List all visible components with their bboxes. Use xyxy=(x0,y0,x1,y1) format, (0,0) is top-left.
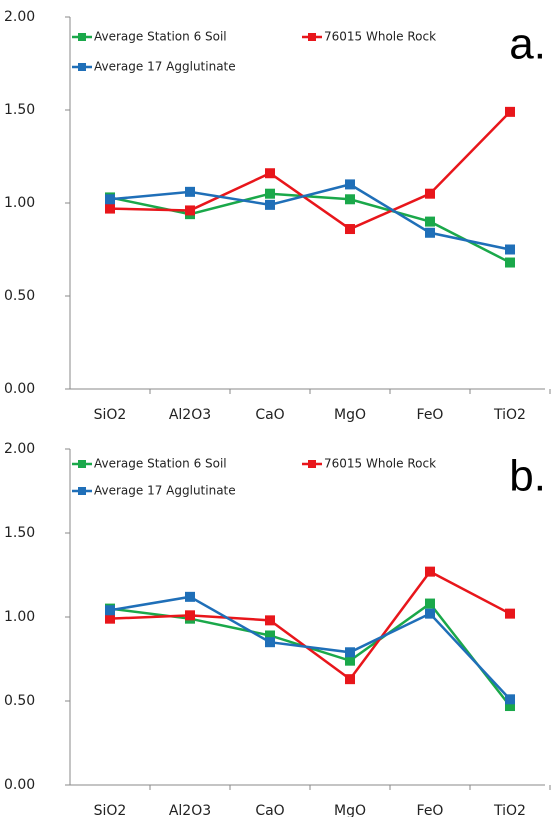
x-tick-label: MgO xyxy=(334,407,366,423)
legend-swatch xyxy=(78,63,86,71)
point xyxy=(185,591,195,602)
point xyxy=(345,224,355,235)
x-tick-label: SiO2 xyxy=(94,407,127,423)
legend-label: Average Station 6 Soil xyxy=(94,457,227,471)
x-tick-label: CaO xyxy=(255,407,284,423)
x-tick-label: TiO2 xyxy=(493,407,526,423)
point xyxy=(105,613,115,624)
point xyxy=(425,216,435,227)
point xyxy=(505,608,515,619)
point xyxy=(505,701,515,712)
point xyxy=(265,615,275,626)
y-tick-label: 0.00 xyxy=(4,777,35,793)
legend-label: 76015 Whole Rock xyxy=(324,30,436,44)
legend-swatch xyxy=(78,33,86,41)
x-tick-label: Al2O3 xyxy=(169,407,211,423)
legend-label: Average 17 Agglutinate xyxy=(94,60,236,74)
point xyxy=(265,637,275,648)
point xyxy=(425,598,435,609)
panel-label: b. xyxy=(509,452,546,501)
x-tick-label: TiO2 xyxy=(493,803,526,817)
point xyxy=(505,694,515,705)
point xyxy=(265,630,275,641)
legend-swatch xyxy=(308,33,316,41)
legend-swatch xyxy=(308,460,316,468)
point xyxy=(185,610,195,621)
legend-label: Average 17 Agglutinate xyxy=(94,484,236,498)
x-tick-label: CaO xyxy=(255,803,284,817)
point xyxy=(345,179,355,190)
point xyxy=(105,203,115,214)
x-tick-label: MgO xyxy=(334,803,366,817)
point xyxy=(185,186,195,197)
point xyxy=(265,168,275,179)
y-tick-label: 1.00 xyxy=(4,195,35,211)
legend-label: Average Station 6 Soil xyxy=(94,30,227,44)
point xyxy=(505,257,515,268)
series-line xyxy=(109,595,511,701)
y-tick-label: 0.00 xyxy=(4,381,35,397)
x-tick-label: FeO xyxy=(417,407,444,423)
series-line xyxy=(109,192,511,264)
y-tick-label: 2.00 xyxy=(4,9,35,25)
y-tick-label: 1.50 xyxy=(4,525,35,541)
point xyxy=(505,244,515,255)
series-line xyxy=(109,601,511,707)
point xyxy=(425,188,435,199)
panel-label: a. xyxy=(509,20,546,69)
y-tick-label: 0.50 xyxy=(4,693,35,709)
y-tick-label: 1.50 xyxy=(4,102,35,118)
point xyxy=(265,188,275,199)
point xyxy=(425,227,435,238)
legend-label: 76015 Whole Rock xyxy=(324,457,436,471)
series-line xyxy=(109,110,511,231)
x-tick-label: SiO2 xyxy=(94,803,127,817)
point xyxy=(105,194,115,205)
series-line xyxy=(109,183,511,251)
point xyxy=(345,674,355,685)
point xyxy=(105,605,115,616)
point xyxy=(265,199,275,210)
legend-swatch xyxy=(78,460,86,468)
series-line xyxy=(109,570,511,681)
x-tick-label: FeO xyxy=(417,803,444,817)
point xyxy=(425,608,435,619)
point xyxy=(185,205,195,216)
point xyxy=(345,194,355,205)
y-tick-label: 2.00 xyxy=(4,441,35,457)
point xyxy=(345,655,355,666)
point xyxy=(505,106,515,117)
y-tick-label: 1.00 xyxy=(4,609,35,625)
legend-swatch xyxy=(78,487,86,495)
point xyxy=(425,566,435,577)
x-tick-label: Al2O3 xyxy=(169,803,211,817)
y-tick-label: 0.50 xyxy=(4,288,35,304)
point xyxy=(345,647,355,658)
